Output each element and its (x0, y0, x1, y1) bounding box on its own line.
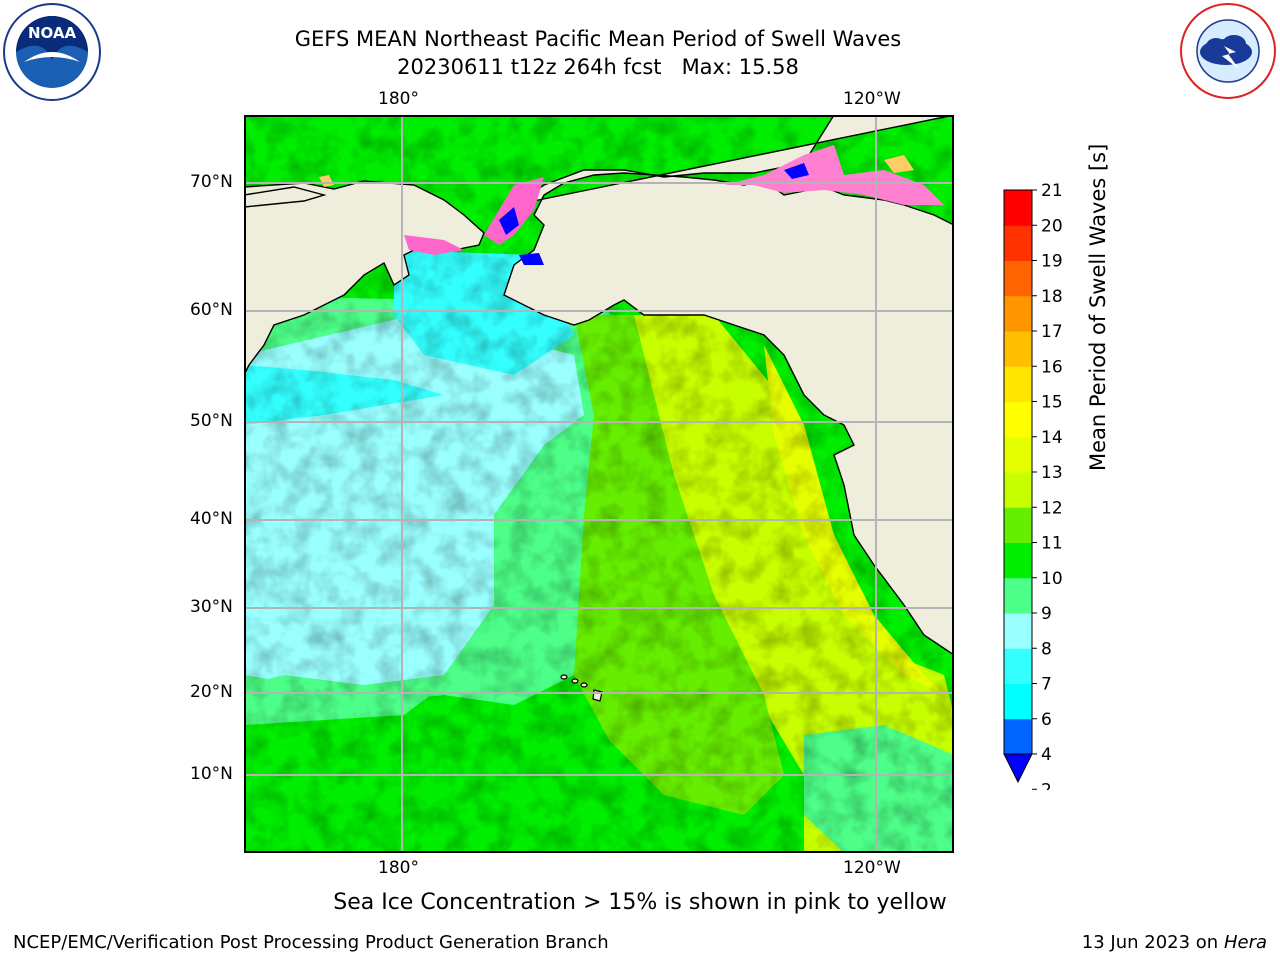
machine-name: Hera (1223, 932, 1267, 953)
colorbar-segment-2 (1004, 718, 1032, 755)
colorbar-tick-label-19: 19 (1041, 252, 1063, 272)
colorbar-tick-label-15: 15 (1041, 393, 1063, 413)
sea-ice-yellow-patch (884, 155, 914, 173)
colorbar-segment-6 (1004, 648, 1032, 684)
lat-label-20n: 20°N (190, 682, 233, 702)
lat-label-10n: 10°N (190, 764, 233, 784)
colorbar-tick-label-6: 6 (1041, 710, 1052, 730)
colorbar-tick-label-11: 11 (1041, 534, 1063, 554)
colorbar-segment-16 (1004, 331, 1032, 367)
lon-label-top-180: 180° (378, 89, 419, 109)
lat-label-50n: 50°N (190, 411, 233, 431)
colorbar-tick-label-16: 16 (1041, 357, 1063, 377)
sea-ice-beaufort-core (784, 163, 809, 179)
colorbar-tick-label-21: 21 (1041, 181, 1063, 201)
colorbar-segment-8 (1004, 613, 1032, 649)
lon-label-top-120w: 120°W (843, 89, 901, 109)
colorbar-label: Mean Period of Swell Waves [s] (1086, 143, 1110, 471)
colorbar-segment-9 (1004, 577, 1032, 614)
colorbar-tick-label-20: 20 (1041, 216, 1063, 236)
map-border (244, 115, 954, 853)
swell-period-map (243, 114, 955, 853)
colorbar-segment-11 (1004, 507, 1032, 543)
chart-subtitle: 20230611 t12z 264h fcst Max: 15.58 (397, 55, 799, 79)
colorbar-tick-label-10: 10 (1041, 569, 1063, 589)
colorbar-segment-13 (1004, 436, 1032, 473)
lat-label-70n: 70°N (190, 172, 233, 192)
sea-ice-bering-west (404, 235, 464, 255)
colorbar-segment-20 (1004, 190, 1032, 226)
noaa-logo: NOAA (2, 2, 102, 102)
colorbar-under-triangle (1003, 753, 1033, 784)
chart-title: GEFS MEAN Northeast Pacific Mean Period … (294, 27, 902, 51)
colorbar: 21 20 19 18 17 16 15 14 13 12 11 10 9 8 7 6 4 2 (995, 180, 1105, 800)
nws-logo (1178, 2, 1278, 100)
sea-ice-bering-east (519, 253, 544, 265)
colorbar-tick-label-13: 13 (1041, 463, 1063, 483)
sea-ice-beaufort (724, 145, 944, 205)
colorbar-tick-label-9: 9 (1041, 604, 1052, 624)
date-stamp: 13 Jun 2023 on Hera (1082, 932, 1267, 953)
lon-label-bottom-120w: 120°W (843, 858, 901, 878)
sea-ice-note: Sea Ice Concentration > 15% is shown in … (333, 890, 947, 915)
colorbar-segment-15 (1004, 366, 1032, 402)
lat-label-60n: 60°N (190, 300, 233, 320)
colorbar-tick-label-14: 14 (1041, 428, 1063, 448)
colorbar-tick-label-18: 18 (1041, 287, 1063, 307)
sea-ice-overlay (319, 145, 944, 265)
noaa-logo-text: NOAA (28, 24, 77, 42)
lon-label-bottom-180: 180° (378, 858, 419, 878)
lat-label-30n: 30°N (190, 597, 233, 617)
date-text: 13 Jun 2023 on (1081, 932, 1219, 953)
graticule (244, 115, 954, 853)
colorbar-segment-12 (1004, 472, 1032, 508)
colorbar-tick-label-2: 2 (1041, 780, 1052, 790)
colorbar-tick-label-17: 17 (1041, 322, 1063, 342)
colorbar-segment-14 (1004, 401, 1032, 438)
colorbar-segment-19 (1004, 225, 1032, 261)
sea-ice-chukchi-core (499, 207, 519, 235)
colorbar-tick-label-7: 7 (1041, 675, 1052, 695)
colorbar-segment-4 (1004, 683, 1032, 720)
colorbar-segment-17 (1004, 295, 1032, 332)
colorbar-tick-label-4: 4 (1041, 745, 1052, 765)
credit-line: NCEP/EMC/Verification Post Processing Pr… (13, 932, 609, 953)
colorbar-tick-label-8: 8 (1041, 639, 1052, 659)
lat-label-40n: 40°N (190, 509, 233, 529)
colorbar-tick-label-12: 12 (1041, 498, 1063, 518)
colorbar-segment-10 (1004, 542, 1032, 579)
colorbar-segment-18 (1004, 260, 1032, 297)
